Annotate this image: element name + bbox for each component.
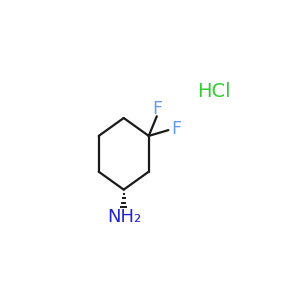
Text: F: F xyxy=(171,120,181,138)
Text: NH₂: NH₂ xyxy=(107,208,141,226)
Text: HCl: HCl xyxy=(197,82,231,101)
Text: F: F xyxy=(152,100,162,118)
